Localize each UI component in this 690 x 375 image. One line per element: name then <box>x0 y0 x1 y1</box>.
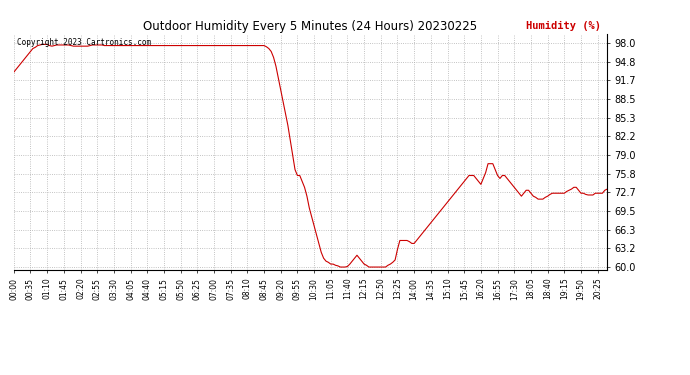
Text: Humidity (%): Humidity (%) <box>526 21 601 32</box>
Title: Outdoor Humidity Every 5 Minutes (24 Hours) 20230225: Outdoor Humidity Every 5 Minutes (24 Hou… <box>144 20 477 33</box>
Text: Copyright 2023 Cartronics.com: Copyright 2023 Cartronics.com <box>17 39 151 48</box>
